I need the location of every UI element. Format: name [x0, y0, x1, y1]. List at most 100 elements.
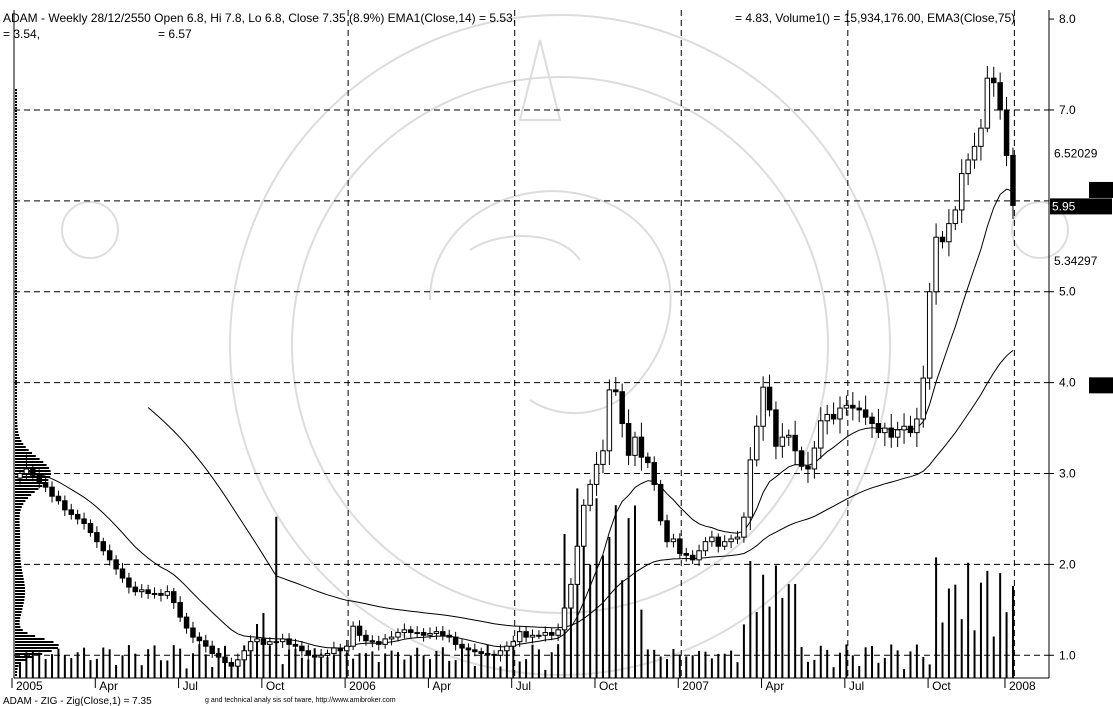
x-tick-label: Apr	[766, 679, 785, 693]
candle-body	[696, 550, 702, 561]
x-tick-label: Oct	[599, 679, 618, 693]
footer-credit: g and technical analy sis sof tware, htt…	[205, 697, 396, 704]
candle-body	[510, 641, 517, 647]
candle-body	[613, 389, 619, 393]
candle-body	[529, 634, 536, 638]
price-marker-strip	[1089, 181, 1113, 198]
x-tick-label: 2007	[682, 679, 709, 693]
x-tick-label: Jul	[516, 679, 531, 693]
candle-body	[247, 641, 254, 652]
candle-body	[991, 77, 997, 84]
candle-body	[715, 536, 722, 547]
candle-body	[414, 632, 420, 635]
candle-body	[894, 429, 901, 438]
candle-body	[920, 377, 927, 420]
candle-body	[222, 656, 228, 664]
candle-body	[299, 645, 305, 652]
candle-body	[818, 420, 824, 449]
candle-body	[177, 602, 183, 618]
x-tick-label: 2006	[349, 679, 376, 693]
header-line2-b: = 6.57	[158, 27, 192, 41]
candle-body	[49, 486, 55, 497]
candle-body	[459, 643, 465, 649]
header-line1-right: = 4.83, Volume1() = 15,934,176.00, EMA3(…	[735, 11, 1015, 25]
candle-body	[36, 474, 42, 484]
candle-body	[356, 625, 363, 636]
candle-body	[824, 413, 830, 422]
volume-profile	[15, 89, 59, 676]
candle-body	[561, 607, 568, 631]
y-tick-label: 7.0	[1059, 103, 1076, 117]
ema-short-line	[19, 188, 1014, 649]
candlesticks	[17, 65, 1016, 673]
candle-body	[965, 159, 971, 175]
candle-body	[254, 638, 260, 643]
candle-body	[581, 504, 587, 547]
candle-body	[548, 632, 555, 636]
candle-body	[132, 586, 139, 593]
candle-body	[324, 652, 331, 656]
candle-body	[568, 583, 574, 609]
candle-body	[683, 552, 689, 556]
x-tick-label: Oct	[932, 679, 951, 693]
candle-body	[952, 209, 959, 225]
x-tick-label: Apr	[432, 679, 451, 693]
candle-body	[709, 536, 715, 543]
candle-body	[484, 652, 491, 655]
candle-body	[491, 653, 497, 656]
candle-body	[62, 500, 68, 511]
candle-body	[440, 631, 446, 636]
x-tick-label: Apr	[99, 679, 118, 693]
candle-body	[766, 386, 773, 411]
candle-body	[113, 559, 119, 570]
candle-body	[779, 436, 786, 447]
candle-body	[68, 509, 74, 515]
y-tick-label: 4.0	[1059, 376, 1076, 390]
candle-body	[632, 436, 638, 456]
candle-body	[151, 592, 158, 595]
candle-body	[196, 636, 203, 642]
candle-body	[869, 416, 875, 425]
candle-body	[23, 468, 30, 475]
candle-body	[805, 465, 811, 470]
candle-body	[721, 541, 728, 547]
candle-body	[747, 459, 754, 518]
candle-body	[760, 386, 766, 427]
candle-body	[17, 473, 23, 479]
candle-body	[587, 483, 593, 506]
candle-body	[901, 425, 907, 431]
candle-body	[792, 434, 798, 452]
candle-body	[914, 418, 920, 434]
candle-body	[382, 638, 388, 645]
price-marker-strip	[1089, 377, 1113, 394]
vertical-gridlines	[347, 10, 1015, 678]
x-tick-label: 2008	[1009, 679, 1036, 693]
candle-body	[427, 632, 433, 636]
candle-body	[882, 427, 888, 434]
candle-body	[209, 645, 215, 654]
candle-body	[606, 389, 613, 452]
candle-body	[203, 640, 209, 647]
candle-body	[657, 483, 664, 522]
candle-body	[292, 643, 299, 647]
candle-body	[677, 538, 683, 554]
candle-body	[728, 538, 734, 543]
x-tick-label: 2005	[16, 679, 43, 693]
candle-body	[926, 291, 933, 379]
candle-body	[946, 223, 952, 243]
candle-body	[843, 404, 850, 409]
candle-body	[369, 640, 376, 643]
candle-body	[119, 568, 126, 579]
candle-body	[971, 145, 978, 161]
candle-body	[862, 409, 869, 418]
candle-body	[106, 550, 113, 561]
footer-zig-label: ADAM - ZIG - Zig(Close,1) = 7.35	[3, 696, 152, 706]
ema-long-line	[147, 350, 1014, 629]
candle-body	[311, 654, 318, 658]
candle-body	[343, 645, 350, 652]
candle-body	[753, 425, 760, 461]
price-marker-box	[1050, 198, 1112, 215]
candle-body	[933, 236, 939, 293]
candle-body	[260, 638, 267, 645]
candle-body	[472, 649, 478, 653]
